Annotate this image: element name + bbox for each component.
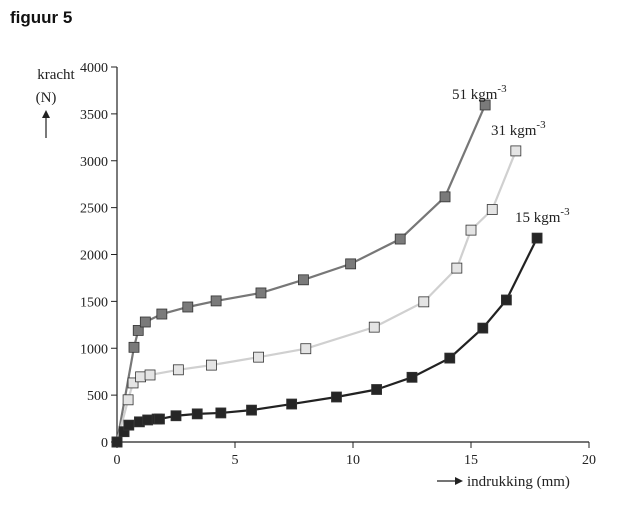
data-point [298,274,309,286]
axes: 0 500 1000 1500 2000 2500 3000 3500 4000 0 5 10 15 20 [80,61,596,468]
data-point [144,369,156,381]
y-tick-label: 3500 [80,108,108,123]
series-label: 31 kgm-3 [491,119,546,139]
y-axis-label-line2: (N) [36,90,57,106]
data-point [345,258,357,270]
y-tick-label: 3000 [80,155,108,170]
data-point [500,294,512,306]
series-label-superscript: -3 [497,83,507,95]
y-tick-label: 2500 [80,202,108,217]
data-point [255,287,267,299]
series-label-superscript: -3 [536,119,546,131]
data-point [300,343,312,355]
data-point [172,364,184,376]
data-point [123,419,135,431]
data-point [406,371,418,383]
y-tick-label: 1000 [80,342,108,357]
data-point [246,404,257,416]
series-line [115,150,517,443]
y-tick-label: 500 [87,389,108,404]
data-point [394,233,406,245]
data-point [154,413,165,425]
series-31: 31 kgm-3 [111,119,546,448]
x-axis-label: indrukking (mm) [467,474,570,490]
x-tick-label: 20 [582,453,596,468]
y-axis-arrow-icon [42,110,50,138]
series-label-text: 31 kgm [491,123,537,139]
data-point [444,352,456,364]
series-label: 51 kgm-3 [452,83,507,103]
series-15: 15 kgm-3 [111,206,570,448]
series-label-text: 15 kgm [515,210,561,226]
series-51: 51 kgm-3 [111,83,507,448]
data-point [439,191,451,203]
data-point [510,145,522,157]
data-point [182,301,194,313]
x-tick-label: 0 [114,453,121,468]
data-point [465,224,477,236]
data-point [479,99,491,111]
y-tick-label: 2000 [80,249,108,264]
data-point [191,408,203,420]
x-axis-arrow-icon [437,477,463,485]
series-label-superscript: -3 [560,206,570,218]
y-tick-label: 0 [101,436,108,451]
data-point [132,325,144,336]
series-group: 51 kgm-331 kgm-315 kgm-3 [111,83,570,448]
series-line [115,104,487,443]
y-tick-label: 1500 [80,295,108,310]
data-point [486,204,498,215]
data-point [215,407,227,419]
data-point [135,371,147,383]
data-point [142,414,154,426]
data-point [531,232,543,244]
data-point [122,394,134,406]
series-label: 15 kgm-3 [515,206,570,226]
y-tick-label: 4000 [80,61,108,76]
data-point [451,262,463,274]
data-point [128,341,140,353]
data-point [205,359,217,371]
data-point [170,410,182,422]
data-point [368,321,380,333]
data-point [156,308,168,320]
data-point [286,398,298,410]
data-point [210,295,222,307]
data-point [253,351,265,363]
data-point [418,296,430,308]
x-tick-label: 10 [346,453,360,468]
x-tick-label: 15 [464,453,478,468]
series-label-text: 51 kgm [452,87,498,103]
x-tick-label: 5 [232,453,239,468]
data-point [331,391,342,403]
data-point [111,436,123,448]
data-point [139,316,151,328]
data-point [371,384,383,395]
figure-title: figuur 5 [10,8,73,27]
data-point [477,322,489,334]
y-axis-label-line1: kracht [37,67,75,83]
data-point [127,377,139,389]
